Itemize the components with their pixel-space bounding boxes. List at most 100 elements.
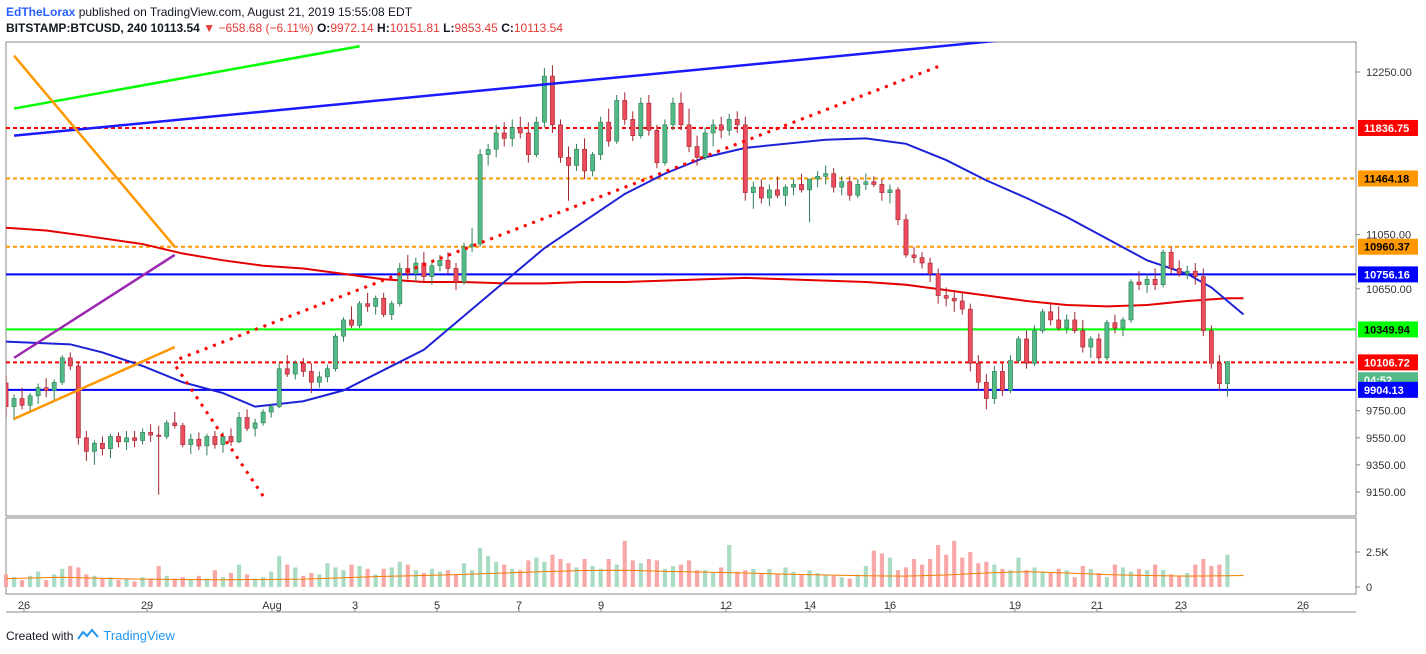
volume-bar (622, 540, 627, 587)
volume-bar (751, 568, 756, 587)
author-link[interactable]: EdTheLorax (6, 5, 76, 19)
candle (204, 433, 210, 456)
volume-bar (614, 564, 619, 587)
candle (276, 363, 282, 408)
candle-body (381, 297, 387, 315)
candle (252, 418, 258, 437)
candle-body (525, 132, 531, 155)
volume-bar (1056, 568, 1061, 587)
volume-bar (1177, 575, 1182, 587)
volume-bar (333, 567, 338, 587)
candle-body (140, 432, 146, 441)
tradingview-brand[interactable]: TradingView (103, 628, 175, 643)
volume-bar (936, 545, 941, 587)
candle (477, 149, 483, 247)
candle-body (1192, 270, 1198, 277)
candle-body (799, 184, 804, 191)
candle-body (590, 154, 596, 172)
time-axis-label: 21 (1091, 600, 1103, 612)
candle (1104, 319, 1110, 361)
candle (991, 366, 997, 404)
candle-body (59, 357, 65, 383)
volume-bar (767, 568, 772, 587)
volume-pane-frame (5, 517, 1357, 595)
candle (726, 114, 732, 136)
volume-bar (84, 574, 89, 587)
volume-bar (1040, 571, 1045, 587)
low-value: 9853.45 (454, 21, 498, 35)
price-label-box (1358, 354, 1418, 371)
candle (1048, 303, 1054, 326)
volume-bar (1000, 568, 1005, 587)
candle-body (1096, 338, 1102, 359)
candle (124, 431, 129, 450)
candle (831, 168, 837, 193)
candle (839, 176, 845, 196)
candle (228, 428, 234, 446)
volume-bar (108, 577, 113, 587)
candle-body (758, 186, 764, 199)
candle-body (710, 124, 716, 134)
candle (606, 108, 612, 147)
volume-bar (654, 560, 659, 587)
candle-body (630, 119, 636, 136)
candle-body (1040, 311, 1046, 332)
candle-body (373, 297, 379, 307)
candle-body (156, 434, 162, 437)
price-label-box (1358, 238, 1418, 255)
candle-body (1048, 311, 1054, 321)
volume-bar (694, 570, 700, 587)
candle (83, 431, 89, 461)
candle-body (1000, 371, 1005, 391)
candle (662, 119, 668, 166)
candle (855, 179, 861, 198)
candle-body (686, 124, 692, 147)
volume-bar (903, 567, 909, 587)
candle (1184, 265, 1190, 280)
volume-bar (325, 563, 330, 587)
candle (887, 184, 893, 204)
last-price: 10113.54 (150, 21, 200, 35)
volume-bar (1144, 570, 1150, 587)
candle-body (1104, 322, 1110, 359)
candle-body (879, 184, 885, 193)
volume-bar (839, 577, 844, 587)
volume-bar (646, 559, 651, 587)
candle-body (124, 437, 129, 443)
volume-bar (791, 571, 796, 587)
time-axis-label: 5 (434, 600, 440, 612)
candle-body (831, 173, 837, 188)
volume-bar (92, 575, 97, 587)
volume-bar (1104, 577, 1109, 587)
candle-body (863, 181, 869, 185)
candle-body (389, 303, 395, 315)
candle (815, 170, 821, 188)
candle-body (558, 124, 563, 158)
volume-bar (445, 570, 451, 587)
candle (903, 214, 909, 258)
volume-bar (236, 564, 242, 587)
publisher-line: EdTheLorax published on TradingView.com,… (6, 4, 563, 20)
volume-bar (582, 559, 587, 587)
candle-body (365, 303, 371, 307)
candle (1072, 311, 1078, 334)
candle-body (252, 422, 258, 429)
candle (1120, 317, 1126, 337)
candle (212, 431, 218, 449)
candle (590, 151, 596, 177)
candle (244, 409, 250, 432)
candle (325, 364, 330, 383)
volume-bar (1088, 568, 1093, 587)
candle-body (188, 438, 194, 445)
trendline (13, 345, 176, 420)
candle (116, 432, 121, 448)
candle (1064, 314, 1070, 334)
candle-body (220, 436, 226, 445)
candle (1040, 309, 1046, 334)
time-axis-label: 14 (804, 600, 816, 612)
candle (1096, 333, 1102, 364)
price-axis-label: 9750.00 (1366, 406, 1406, 418)
candle (1112, 314, 1118, 334)
footer: Created with TradingView (6, 628, 175, 643)
